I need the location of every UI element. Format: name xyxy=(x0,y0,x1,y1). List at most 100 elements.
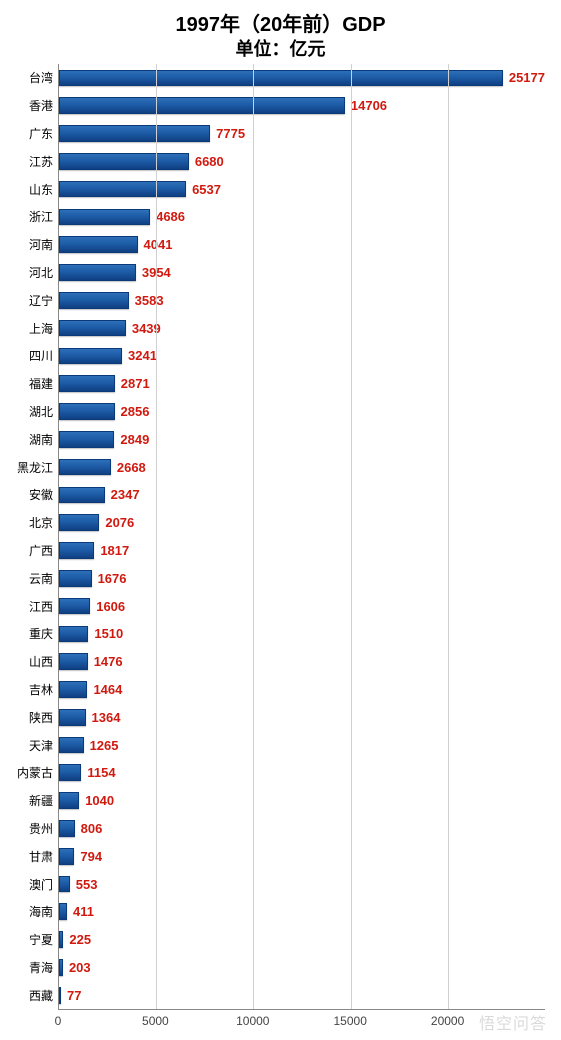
category-label: 青海 xyxy=(29,959,59,976)
bar-row: 广西1817 xyxy=(59,537,545,565)
bar xyxy=(59,626,88,643)
bar xyxy=(59,264,136,281)
bar xyxy=(59,681,87,698)
bar-row: 上海3439 xyxy=(59,314,545,342)
value-label: 6680 xyxy=(195,154,224,169)
bar xyxy=(59,209,150,226)
value-label: 1464 xyxy=(93,682,122,697)
bar xyxy=(59,97,345,114)
bar-row: 山西1476 xyxy=(59,648,545,676)
value-label: 77 xyxy=(67,988,81,1003)
gdp-bar-chart: 1997年（20年前）GDP 单位：亿元 台湾25177香港14706广东777… xyxy=(0,0,561,1040)
bar-row: 澳门553 xyxy=(59,870,545,898)
value-label: 2668 xyxy=(117,460,146,475)
x-axis: 0 5000 10000 15000 20000 xyxy=(58,1010,545,1040)
value-label: 1510 xyxy=(94,626,123,641)
bar xyxy=(59,653,88,670)
category-label: 福建 xyxy=(29,375,59,392)
bar xyxy=(59,542,94,559)
bar-row: 福建2871 xyxy=(59,370,545,398)
category-label: 四川 xyxy=(29,347,59,364)
bar xyxy=(59,375,115,392)
bar-row: 山东6537 xyxy=(59,175,545,203)
bar xyxy=(59,987,61,1004)
category-label: 澳门 xyxy=(29,876,59,893)
category-label: 重庆 xyxy=(29,625,59,642)
plot-area: 台湾25177香港14706广东7775江苏6680山东6537浙江4686河南… xyxy=(58,64,545,1010)
category-label: 江西 xyxy=(29,598,59,615)
value-label: 2856 xyxy=(121,404,150,419)
value-label: 1364 xyxy=(92,710,121,725)
gridline xyxy=(156,64,157,1009)
bar-row: 广东7775 xyxy=(59,120,545,148)
value-label: 1676 xyxy=(98,571,127,586)
bar-row: 天津1265 xyxy=(59,731,545,759)
value-label: 203 xyxy=(69,960,91,975)
value-label: 1265 xyxy=(90,738,119,753)
category-label: 台湾 xyxy=(29,69,59,86)
bar xyxy=(59,931,63,948)
category-label: 湖北 xyxy=(29,403,59,420)
bar xyxy=(59,320,126,337)
bar xyxy=(59,570,92,587)
x-tick-label: 20000 xyxy=(431,1014,464,1028)
category-label: 甘肃 xyxy=(29,848,59,865)
bar-row: 内蒙古1154 xyxy=(59,759,545,787)
bar-row: 安徽2347 xyxy=(59,481,545,509)
gridline xyxy=(448,64,449,1009)
bar-row: 宁夏225 xyxy=(59,926,545,954)
bar-rows: 台湾25177香港14706广东7775江苏6680山东6537浙江4686河南… xyxy=(59,64,545,1009)
bar-row: 新疆1040 xyxy=(59,787,545,815)
value-label: 3241 xyxy=(128,348,157,363)
value-label: 4041 xyxy=(144,237,173,252)
bar xyxy=(59,403,115,420)
x-tick-label: 5000 xyxy=(142,1014,169,1028)
bar-row: 四川3241 xyxy=(59,342,545,370)
bar-row: 吉林1464 xyxy=(59,676,545,704)
value-label: 3583 xyxy=(135,293,164,308)
category-label: 河北 xyxy=(29,264,59,281)
value-label: 553 xyxy=(76,877,98,892)
x-tick-label: 0 xyxy=(55,1014,62,1028)
category-label: 西藏 xyxy=(29,987,59,1004)
watermark: 悟空问答 xyxy=(479,1010,547,1034)
bar-row: 浙江4686 xyxy=(59,203,545,231)
bar xyxy=(59,348,122,365)
bar xyxy=(59,459,111,476)
bar xyxy=(59,125,210,142)
bar-row: 台湾25177 xyxy=(59,64,545,92)
bar xyxy=(59,236,138,253)
bar xyxy=(59,487,105,504)
bar-row: 湖北2856 xyxy=(59,398,545,426)
bar xyxy=(59,820,75,837)
bar-row: 河南4041 xyxy=(59,231,545,259)
x-tick-label: 15000 xyxy=(334,1014,367,1028)
value-label: 2871 xyxy=(121,376,150,391)
bar xyxy=(59,709,86,726)
value-label: 2347 xyxy=(111,487,140,502)
bar xyxy=(59,792,79,809)
bar xyxy=(59,876,70,893)
category-label: 广东 xyxy=(29,125,59,142)
category-label: 广西 xyxy=(29,542,59,559)
bar xyxy=(59,848,74,865)
x-tick-label: 10000 xyxy=(236,1014,269,1028)
gridline xyxy=(351,64,352,1009)
bar-row: 湖南2849 xyxy=(59,425,545,453)
bar-row: 黑龙江2668 xyxy=(59,453,545,481)
category-label: 宁夏 xyxy=(29,931,59,948)
value-label: 411 xyxy=(73,904,94,919)
category-label: 辽宁 xyxy=(29,292,59,309)
bar-row: 北京2076 xyxy=(59,509,545,537)
bar xyxy=(59,292,129,309)
bar xyxy=(59,598,90,615)
bar-row: 江苏6680 xyxy=(59,147,545,175)
bar xyxy=(59,737,84,754)
category-label: 安徽 xyxy=(29,486,59,503)
value-label: 1154 xyxy=(87,765,115,780)
value-label: 2849 xyxy=(120,432,149,447)
bar xyxy=(59,431,114,448)
category-label: 湖南 xyxy=(29,431,59,448)
value-label: 7775 xyxy=(216,126,245,141)
bar-row: 青海203 xyxy=(59,954,545,982)
